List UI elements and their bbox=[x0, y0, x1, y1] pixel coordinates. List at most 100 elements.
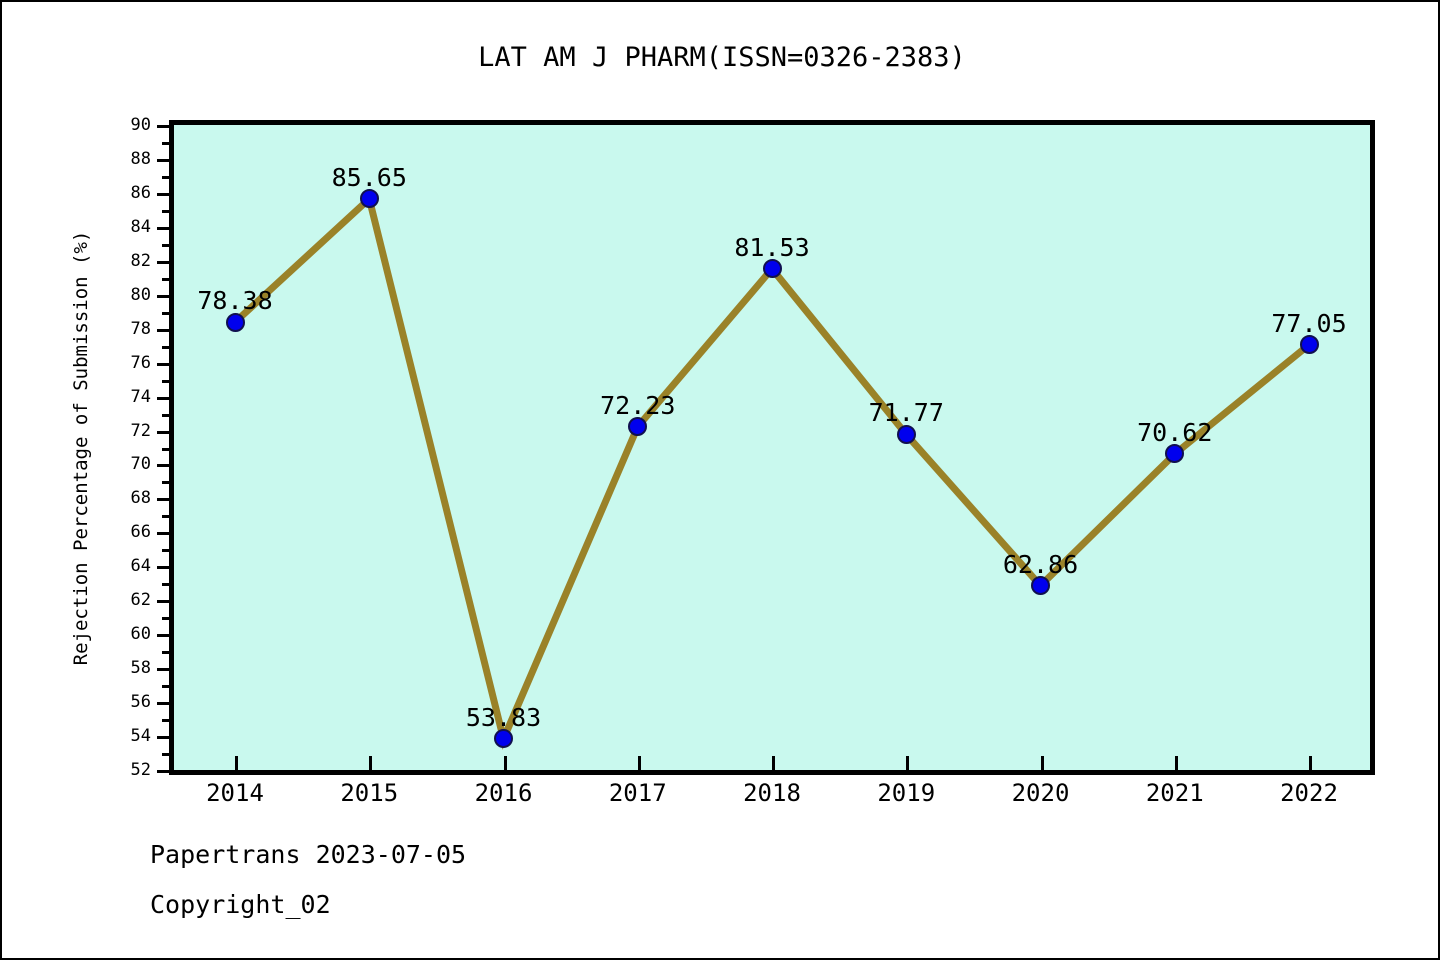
y-tick-minor bbox=[162, 379, 174, 383]
data-point-label: 71.77 bbox=[868, 398, 944, 428]
y-tick-major bbox=[157, 158, 174, 162]
y-tick-label: 80 bbox=[130, 284, 151, 305]
x-tick-label: 2019 bbox=[877, 779, 936, 807]
data-point-marker[interactable] bbox=[494, 729, 513, 749]
y-tick-major bbox=[157, 464, 174, 468]
y-tick-major bbox=[157, 634, 174, 638]
x-tick-label: 2021 bbox=[1145, 779, 1204, 807]
y-tick-minor bbox=[162, 345, 174, 349]
x-tick-label: 2014 bbox=[206, 779, 264, 807]
data-point-label: 70.62 bbox=[1137, 417, 1213, 447]
y-tick-label: 68 bbox=[130, 488, 151, 509]
data-point-marker[interactable] bbox=[1031, 576, 1050, 596]
y-tick-label: 88 bbox=[130, 148, 151, 169]
y-tick-label: 86 bbox=[130, 182, 151, 203]
x-tick-label: 2018 bbox=[743, 779, 801, 807]
y-tick-label: 58 bbox=[130, 658, 151, 679]
y-tick-minor bbox=[162, 209, 174, 213]
data-point-label: 53.83 bbox=[465, 702, 542, 732]
x-tick bbox=[1040, 756, 1044, 770]
y-tick-label: 78 bbox=[130, 318, 151, 339]
data-point-marker[interactable] bbox=[225, 312, 245, 332]
data-point-marker[interactable] bbox=[628, 417, 648, 437]
series-line bbox=[232, 192, 1312, 750]
y-tick-minor bbox=[162, 243, 174, 247]
x-tick bbox=[772, 756, 775, 770]
y-tick-major bbox=[157, 362, 174, 366]
y-tick-major bbox=[157, 566, 174, 570]
y-tick-minor bbox=[162, 617, 174, 621]
y-tick-minor bbox=[162, 583, 174, 587]
x-tick bbox=[369, 756, 373, 770]
y-tick-major bbox=[157, 226, 174, 230]
y-tick-label: 84 bbox=[130, 216, 151, 237]
x-tick bbox=[637, 756, 641, 770]
y-tick-major bbox=[157, 125, 174, 128]
y-tick-label: 56 bbox=[130, 692, 151, 713]
y-tick-major bbox=[157, 532, 174, 536]
data-point-marker[interactable] bbox=[896, 424, 916, 444]
x-tick bbox=[906, 756, 910, 770]
y-tick-major bbox=[157, 498, 174, 502]
data-point-label: 62.86 bbox=[1002, 549, 1079, 579]
y-tick-minor bbox=[162, 413, 174, 417]
y-tick-major bbox=[157, 430, 174, 434]
data-point-marker[interactable] bbox=[359, 189, 379, 209]
y-tick-label: 52 bbox=[130, 760, 151, 780]
x-tick-label: 2016 bbox=[474, 779, 533, 807]
y-tick-major bbox=[157, 396, 174, 400]
y-tick-label: 54 bbox=[130, 726, 151, 747]
x-tick bbox=[1309, 756, 1312, 770]
x-tick-label: 2017 bbox=[608, 779, 667, 807]
y-tick-minor bbox=[162, 515, 174, 519]
y-tick-label: 70 bbox=[130, 454, 151, 475]
x-tick bbox=[503, 756, 507, 770]
plot-area: 90 88 86 84 82 80 78 76 74 72 70 68 66 64 62 60 58 56 54 52… bbox=[131, 115, 1375, 807]
y-tick-major bbox=[157, 702, 174, 706]
y-tick-label: 64 bbox=[130, 556, 151, 577]
y-tick-major bbox=[157, 736, 174, 740]
data-point-label: 77.05 bbox=[1271, 308, 1347, 338]
y-tick-minor bbox=[162, 719, 174, 723]
data-point-label: 72.23 bbox=[600, 390, 676, 420]
y-tick-label: 66 bbox=[130, 522, 151, 543]
y-tick-label: 82 bbox=[130, 250, 151, 271]
y-tick-major bbox=[157, 260, 174, 264]
y-tick-minor bbox=[162, 753, 174, 757]
footer-papertrans: Papertrans 2023-07-05 bbox=[150, 840, 467, 869]
y-tick-minor bbox=[162, 141, 174, 145]
data-point-label: 85.65 bbox=[331, 162, 407, 192]
y-tick-label: 62 bbox=[130, 590, 151, 611]
data-point-label: 78.38 bbox=[197, 286, 273, 316]
data-point-label: 81.53 bbox=[734, 232, 810, 262]
x-tick-label: 2020 bbox=[1011, 779, 1070, 807]
data-point-marker[interactable] bbox=[762, 259, 782, 279]
data-point-marker[interactable] bbox=[1299, 335, 1319, 355]
y-tick-minor bbox=[162, 651, 174, 655]
y-tick-minor bbox=[162, 447, 174, 451]
data-point-marker[interactable] bbox=[1165, 444, 1185, 464]
y-tick-label: 76 bbox=[130, 352, 151, 373]
footer-copyright: Copyright_02 bbox=[150, 890, 331, 919]
y-tick-minor bbox=[162, 175, 174, 179]
y-tick-minor bbox=[162, 277, 174, 281]
y-tick-major bbox=[157, 600, 174, 604]
line-series bbox=[232, 192, 1312, 750]
y-tick-major bbox=[157, 192, 174, 196]
x-tick-label: 2022 bbox=[1280, 779, 1338, 807]
y-tick-major bbox=[157, 328, 174, 332]
y-tick-label: 74 bbox=[130, 386, 151, 407]
y-tick-major bbox=[157, 770, 174, 773]
y-tick-minor bbox=[162, 311, 174, 315]
y-tick-label: 60 bbox=[130, 624, 151, 645]
x-tick-label: 2015 bbox=[340, 779, 399, 807]
y-tick-minor bbox=[162, 685, 174, 689]
y-tick-minor bbox=[162, 481, 174, 485]
y-tick-major bbox=[157, 294, 174, 298]
y-tick-label: 90 bbox=[130, 115, 151, 135]
y-tick-label: 72 bbox=[130, 420, 151, 441]
y-tick-minor bbox=[162, 549, 174, 553]
x-tick bbox=[1174, 756, 1178, 770]
x-tick bbox=[235, 756, 238, 770]
